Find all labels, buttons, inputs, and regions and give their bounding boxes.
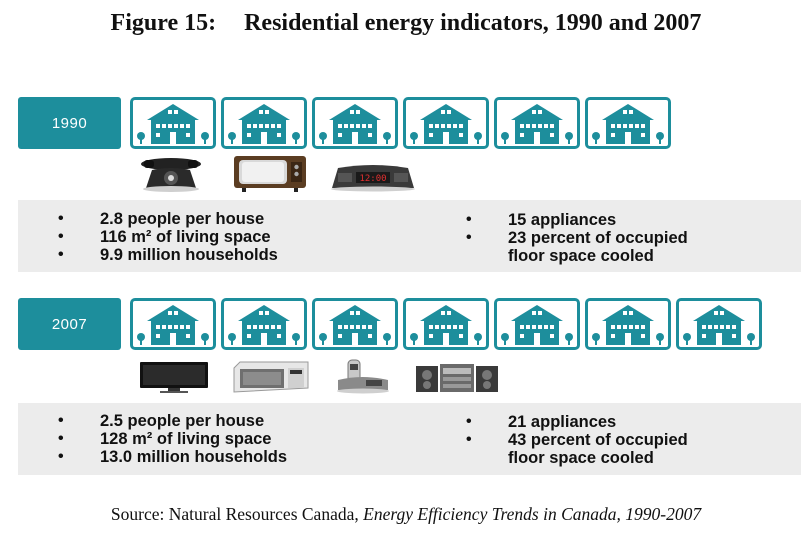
flat-tv-icon bbox=[138, 360, 210, 399]
stat-households: 9.9 million households bbox=[56, 246, 278, 264]
source-note: Source: Natural Resources Canada, Energy… bbox=[0, 504, 812, 525]
stats-list-right-1990: 15 appliances 23 percent of occupied flo… bbox=[464, 211, 688, 265]
house-icon bbox=[676, 298, 762, 350]
stat-living-space: 128 m² of living space bbox=[56, 430, 287, 448]
telephone-icon bbox=[130, 156, 212, 197]
house-icon bbox=[403, 298, 489, 350]
appliances-row-1990: 12:00 bbox=[130, 154, 418, 197]
svg-text:12:00: 12:00 bbox=[359, 174, 386, 184]
house-icon bbox=[494, 97, 580, 149]
stats-panel-2007: 2.5 people per house 128 m² of living sp… bbox=[18, 403, 801, 475]
stat-appliances: 15 appliances bbox=[464, 211, 688, 229]
microwave-icon bbox=[232, 360, 310, 399]
figure-number: Figure 15: bbox=[110, 10, 217, 36]
stats-list-left-1990: 2.8 people per house 116 m² of living sp… bbox=[56, 210, 278, 264]
stat-living-space: 116 m² of living space bbox=[56, 228, 278, 246]
stat-appliances: 21 appliances bbox=[464, 413, 688, 431]
clock-radio-icon: 12:00 bbox=[328, 162, 418, 197]
cordless-phone-icon bbox=[332, 358, 392, 399]
figure-title-text: Residential energy indicators, 1990 and … bbox=[244, 10, 702, 36]
television-icon bbox=[232, 154, 308, 197]
stereo-icon bbox=[414, 362, 500, 399]
stat-households: 13.0 million households bbox=[56, 448, 287, 466]
stat-floor-space-cooled-cont: floor space cooled bbox=[508, 247, 654, 265]
house-icon bbox=[221, 97, 307, 149]
source-prefix: Source: Natural Resources Canada, bbox=[110, 504, 364, 524]
house-icon bbox=[130, 97, 216, 149]
house-icon bbox=[585, 97, 671, 149]
stats-panel-1990: 2.8 people per house 116 m² of living sp… bbox=[18, 200, 801, 272]
house-icon bbox=[403, 97, 489, 149]
house-icon bbox=[312, 298, 398, 350]
house-icon bbox=[585, 298, 671, 350]
stats-list-left-2007: 2.5 people per house 128 m² of living sp… bbox=[56, 412, 287, 466]
stat-people-per-house: 2.5 people per house bbox=[56, 412, 287, 430]
stat-floor-space-cooled-cont: floor space cooled bbox=[508, 449, 654, 467]
appliances-row-2007 bbox=[138, 358, 500, 399]
stat-floor-space-cooled: 23 percent of occupied bbox=[464, 229, 688, 247]
source-publication: Energy Efficiency Trends in Canada, 1990… bbox=[363, 504, 702, 524]
year-label-2007: 2007 bbox=[18, 298, 121, 350]
stat-floor-space-cooled: 43 percent of occupied bbox=[464, 431, 688, 449]
figure-title: Figure 15: Residential energy indicators,… bbox=[0, 10, 812, 37]
house-icon bbox=[221, 298, 307, 350]
house-icon bbox=[494, 298, 580, 350]
houses-row-2007 bbox=[130, 298, 762, 350]
house-icon bbox=[312, 97, 398, 149]
stat-people-per-house: 2.8 people per house bbox=[56, 210, 278, 228]
year-label-1990: 1990 bbox=[18, 97, 121, 149]
houses-row-1990 bbox=[130, 97, 671, 149]
stats-list-right-2007: 21 appliances 43 percent of occupied flo… bbox=[464, 413, 688, 467]
house-icon bbox=[130, 298, 216, 350]
